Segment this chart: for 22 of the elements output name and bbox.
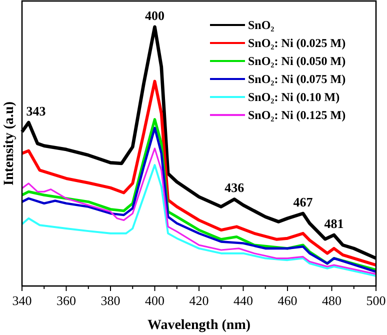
x-tick-label: 360 bbox=[56, 293, 76, 308]
legend-label: SnO₂: Ni (0.10 M) bbox=[248, 90, 340, 104]
x-tick-label: 340 bbox=[12, 293, 32, 308]
x-tick-label: 480 bbox=[322, 293, 342, 308]
annotation: 481 bbox=[324, 216, 344, 231]
legend-label: SnO₂: Ni (0.125 M) bbox=[248, 108, 346, 122]
legend-label: SnO₂ bbox=[248, 18, 275, 32]
annotation: 436 bbox=[224, 180, 245, 196]
annotation: 343 bbox=[26, 104, 46, 119]
legend-label: SnO₂: Ni (0.025 M) bbox=[248, 36, 346, 50]
annotation: 400 bbox=[145, 8, 164, 23]
x-axis-title: Wavelength (nm) bbox=[147, 318, 251, 333]
x-tick-label: 400 bbox=[145, 293, 164, 308]
y-axis-title: Intensity (a.u) bbox=[2, 101, 17, 186]
x-tick-label: 460 bbox=[278, 293, 298, 308]
legend-label: SnO₂: Ni (0.075 M) bbox=[248, 72, 346, 86]
x-tick-label: 380 bbox=[100, 293, 120, 308]
x-tick-label: 500 bbox=[366, 293, 386, 308]
x-tick-label: 420 bbox=[189, 293, 209, 308]
annotation: 467 bbox=[293, 194, 314, 210]
legend-label: SnO₂: Ni (0.050 M) bbox=[248, 54, 346, 68]
x-tick-label: 440 bbox=[234, 293, 253, 308]
